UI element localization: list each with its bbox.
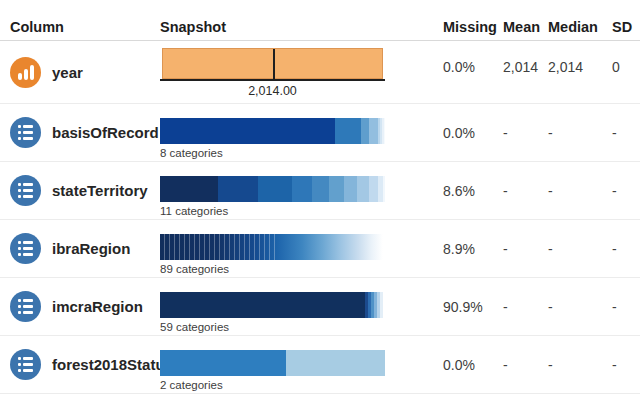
column-name: ibraRegion — [52, 240, 130, 257]
category-bar — [160, 292, 385, 318]
sd-value: - — [607, 220, 640, 277]
header-snapshot[interactable]: Snapshot — [160, 19, 440, 35]
category-list-icon — [10, 349, 41, 380]
category-bar — [160, 350, 385, 376]
category-count: 8 categories — [160, 147, 440, 159]
sd-value: - — [607, 278, 640, 335]
header-missing[interactable]: Missing — [440, 19, 501, 35]
missing-value: 8.9% — [440, 220, 501, 277]
table-row-ibraregion[interactable]: ibraRegion 89 categories 8.9% - - - — [0, 220, 640, 278]
category-bar — [160, 176, 385, 202]
missing-value: 8.6% — [440, 162, 501, 219]
column-name: forest2018Status — [52, 356, 173, 373]
missing-value: 0.0% — [440, 336, 501, 393]
mean-value: 2,014 — [501, 41, 547, 103]
category-separators — [160, 234, 277, 260]
mean-value: - — [501, 162, 547, 219]
category-list-icon — [10, 175, 41, 206]
missing-value: 90.9% — [440, 278, 501, 335]
mean-value: - — [501, 220, 547, 277]
header-sd[interactable]: SD — [607, 19, 640, 35]
category-list-icon — [10, 233, 41, 264]
missing-value: 0.0% — [440, 41, 501, 103]
column-name: stateTerritory — [52, 182, 148, 199]
median-value: - — [547, 220, 607, 277]
median-value: - — [547, 278, 607, 335]
histogram-median-tick — [273, 49, 275, 80]
median-value: - — [547, 104, 607, 161]
median-value: - — [547, 336, 607, 393]
header-median[interactable]: Median — [547, 19, 607, 35]
category-count: 59 categories — [160, 321, 440, 333]
sd-value: - — [607, 162, 640, 219]
median-value: - — [547, 162, 607, 219]
sd-value: - — [607, 336, 640, 393]
category-count: 11 categories — [160, 205, 440, 217]
category-bar — [160, 234, 385, 260]
missing-value: 0.0% — [440, 104, 501, 161]
header-mean[interactable]: Mean — [501, 19, 547, 35]
mean-value: - — [501, 278, 547, 335]
category-bar — [160, 118, 385, 144]
table-row-year[interactable]: year 2,014.00 0.0% 2,014 2,014 0 — [0, 41, 640, 104]
histogram-tick-label: 2,014.00 — [160, 84, 385, 98]
column-name: basisOfRecord — [52, 124, 159, 141]
mean-value: - — [501, 336, 547, 393]
histogram-snapshot: 2,014.00 — [160, 48, 385, 98]
data-profile-table: Column Snapshot Missing Mean Median SD y… — [0, 0, 640, 400]
median-value: 2,014 — [547, 41, 607, 103]
category-list-icon — [10, 291, 41, 322]
bar-chart-icon — [10, 57, 41, 88]
table-row-basisofrecord[interactable]: basisOfRecord 8 categories 0.0% - - - — [0, 104, 640, 162]
sd-value: - — [607, 104, 640, 161]
mean-value: - — [501, 104, 547, 161]
table-header-row: Column Snapshot Missing Mean Median SD — [0, 0, 640, 41]
column-name: imcraRegion — [52, 298, 143, 315]
table-row-forest2018status[interactable]: forest2018Status 2 categories 0.0% - - - — [0, 336, 640, 394]
sd-value: 0 — [607, 41, 640, 103]
category-count: 2 categories — [160, 379, 440, 391]
column-name: year — [52, 64, 83, 81]
category-list-icon — [10, 117, 41, 148]
category-count: 89 categories — [160, 263, 440, 275]
table-row-stateterritory[interactable]: stateTerritory 11 categories 8.6% - - - — [0, 162, 640, 220]
header-column[interactable]: Column — [0, 19, 160, 35]
table-row-imcraregion[interactable]: imcraRegion 59 categories 90.9% - - - — [0, 278, 640, 336]
histogram-bin — [162, 48, 383, 79]
